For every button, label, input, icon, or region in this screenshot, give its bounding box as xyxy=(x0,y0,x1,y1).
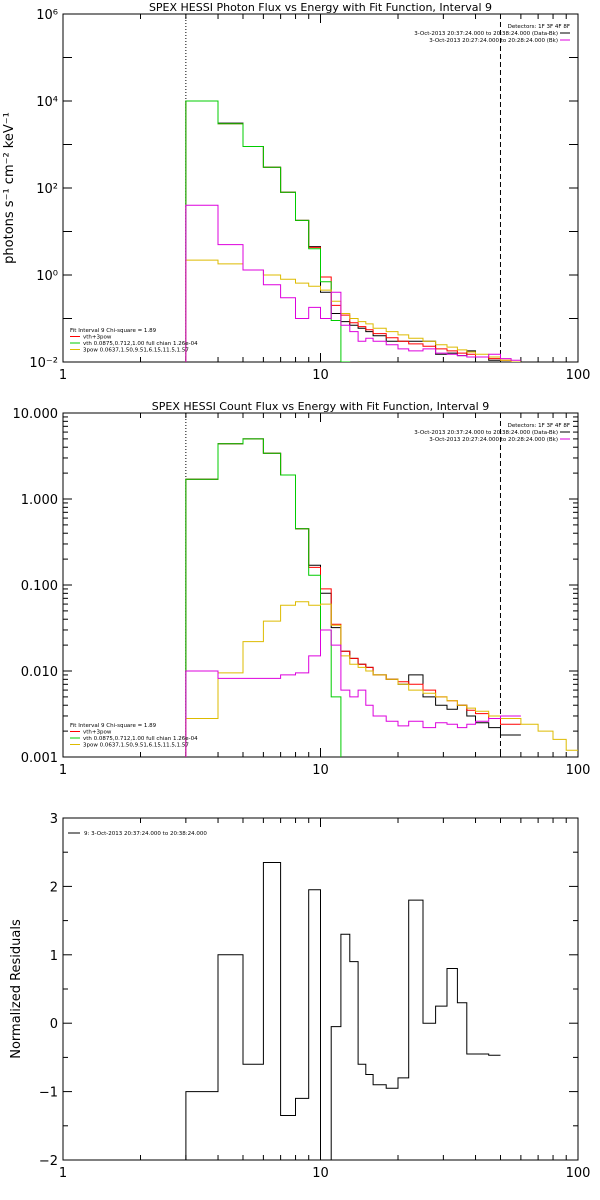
y-tick-label: −1 xyxy=(39,1086,58,1101)
x-tick-label: 100 xyxy=(566,1166,591,1181)
legend-text: 3-Oct-2013 20:27:24.000 to 20:28:24.000 … xyxy=(429,437,558,443)
legend-text: Fit Interval 9 Chi-square = 1.89 xyxy=(70,328,157,334)
legend-bottom: Fit Interval 9 Chi-square = 1.89vth+3pow… xyxy=(70,328,198,354)
y-tick-label: 10.000 xyxy=(13,407,59,422)
y-tick-label: 1 xyxy=(50,949,58,964)
y-tick-label: 0.100 xyxy=(21,579,58,594)
y-tick-label: 2 xyxy=(50,880,58,895)
y-tick-label: 10⁻² xyxy=(29,356,58,371)
legend-bottom: Fit Interval 9 Chi-square = 1.89vth+3pow… xyxy=(70,723,198,749)
series-line-1 xyxy=(186,439,521,929)
chart-title: SPEX HESSI Count Flux vs Energy with Fit… xyxy=(152,400,489,413)
y-tick-label: −2 xyxy=(39,1154,58,1169)
chart-title: SPEX HESSI Photon Flux vs Energy with Fi… xyxy=(149,1,492,14)
series-line-3 xyxy=(186,439,521,929)
legend-text: 3pow 0.0637,1.50,9.51,6.15,11.5,1.57 xyxy=(83,348,189,354)
series-group xyxy=(186,101,521,449)
y-tick-label: 10⁰ xyxy=(36,269,58,284)
x-tick-label: 10 xyxy=(312,1166,329,1181)
series-group xyxy=(186,439,578,929)
legend-text: 3pow 0.0637,1.50,9.51,6.15,11.5,1.57 xyxy=(83,743,189,749)
legend-text: vth 0.0875,0.712,1.00 full chian 1.26e-0… xyxy=(83,736,198,742)
y-tick-label: 0.010 xyxy=(21,665,58,680)
chart-panel-3: 1 10 100 −2 −1 0 1 2 3 Normalized Residuals 9: 3-O… xyxy=(9,812,590,1200)
y-tick-label: 0.001 xyxy=(21,751,58,766)
x-tick-label: 1 xyxy=(59,1166,67,1181)
y-axis-label: Normalized Residuals xyxy=(9,919,24,1059)
spex-figure: 1 10 100 10⁻² 10⁰ 10² 10⁴ 10⁶ SPEX HESSI Photon … xyxy=(0,0,600,1200)
spex-figure-canvas: 1 10 10010⁻²10⁰10²10⁴10⁶SPEX HESSI Photon … xyxy=(0,0,600,1200)
series-line-1 xyxy=(186,863,501,1200)
legend-top: Detectors: 1F 3F 4F 8F3-Oct-2013 20:37:2… xyxy=(414,423,570,443)
y-tick-label: 3 xyxy=(50,812,58,827)
y-tick-label: 0 xyxy=(50,1017,58,1032)
x-tick-label: 1 xyxy=(59,763,67,778)
series-line-4 xyxy=(186,602,578,929)
legend-text: Detectors: 1F 3F 4F 8F xyxy=(508,24,570,30)
x-tick-label: 1 xyxy=(59,368,67,383)
y-axis-label: photons s⁻¹ cm⁻² keV⁻¹ xyxy=(2,112,17,264)
x-tick-label: 10 xyxy=(312,763,329,778)
x-tick-label: 10 xyxy=(312,368,329,383)
y-tick-label: 10⁴ xyxy=(36,95,58,110)
series-line-2 xyxy=(186,101,521,449)
y-tick-label: 1.000 xyxy=(21,493,58,508)
legend-text: vth+3pow xyxy=(83,730,112,736)
chart-panel-1: 1 10 100 10⁻² 10⁰ 10² 10⁴ 10⁶ SPEX HESSI Photon … xyxy=(2,1,590,449)
legend-text: 3-Oct-2013 20:27:24.000 to 20:28:24.000 … xyxy=(429,38,558,44)
legend-text: Fit Interval 9 Chi-square = 1.89 xyxy=(70,723,157,729)
legend-text: 3-Oct-2013 20:37:24.000 to 20:38:24.000 … xyxy=(414,430,558,436)
chart-panel-2: 1 10 100 0.001 0.010 0.100 1.000 10.000 SPEX HES… xyxy=(13,400,591,929)
legend-top: Detectors: 1F 3F 4F 8F3-Oct-2013 20:37:2… xyxy=(414,24,570,44)
series-line-2 xyxy=(186,439,521,929)
legend-text: vth+3pow xyxy=(83,335,112,341)
legend-text: 3-Oct-2013 20:37:24.000 to 20:38:24.000 … xyxy=(414,31,558,37)
legend-text: Detectors: 1F 3F 4F 8F xyxy=(508,423,570,429)
series-line-5 xyxy=(186,630,521,929)
series-line-3 xyxy=(186,101,521,449)
x-tick-label: 100 xyxy=(566,368,591,383)
series-group xyxy=(186,863,501,1200)
x-tick-label: 100 xyxy=(566,763,591,778)
legend-text: vth 0.0875,0.712,1.00 full chian 1.26e-0… xyxy=(83,341,198,347)
y-tick-label: 10⁶ xyxy=(36,8,58,23)
legend-text: 9: 3-Oct-2013 20:37:24.000 to 20:38:24.0… xyxy=(84,831,207,837)
legend-top: 9: 3-Oct-2013 20:37:24.000 to 20:38:24.0… xyxy=(68,831,207,837)
y-tick-label: 10² xyxy=(36,182,58,197)
series-line-1 xyxy=(186,101,521,449)
